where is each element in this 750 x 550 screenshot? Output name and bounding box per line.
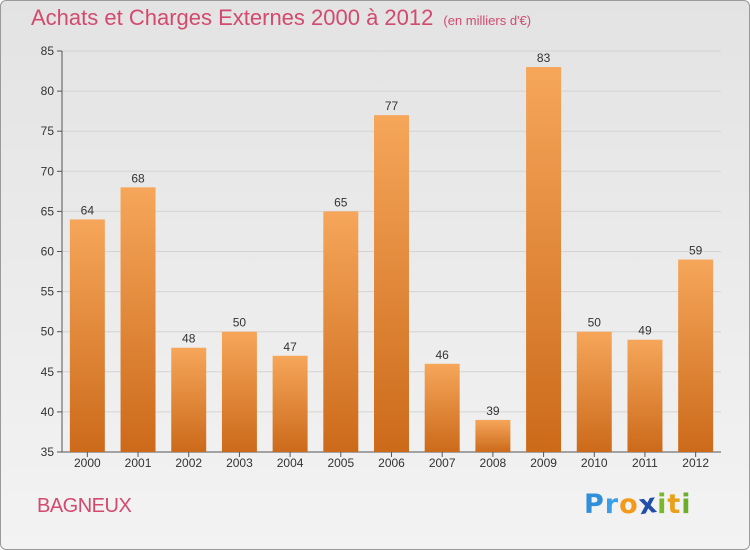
- bar-2010: [576, 331, 612, 452]
- y-tick-label: 85: [41, 44, 55, 58]
- data-label-2002: 48: [182, 332, 196, 346]
- bar-2002: [171, 347, 207, 452]
- y-tick-label: 40: [41, 405, 55, 419]
- data-label-2010: 50: [588, 316, 602, 330]
- x-tick-label-2012: 2012: [682, 456, 709, 470]
- y-tick-label: 35: [41, 445, 55, 459]
- logo-letter: i: [681, 489, 692, 520]
- proxiti-logo: Proxiti: [584, 487, 692, 522]
- y-tick-label: 50: [41, 325, 55, 339]
- bar-2007: [424, 363, 460, 452]
- logo-letter: x: [636, 487, 660, 522]
- y-tick-label: 75: [41, 124, 55, 138]
- y-tick-label: 80: [41, 84, 55, 98]
- logo-letter: o: [619, 489, 639, 520]
- x-tick-label-2000: 2000: [74, 456, 101, 470]
- unit-note: (en milliers d'€): [443, 13, 532, 28]
- x-tick-label-2003: 2003: [226, 456, 253, 470]
- data-label-2007: 46: [436, 348, 450, 362]
- data-label-2012: 59: [689, 244, 703, 258]
- bar-2008: [475, 419, 511, 452]
- bar-2009: [526, 67, 562, 452]
- data-label-2009: 83: [537, 51, 551, 65]
- y-tick-label: 65: [41, 204, 55, 218]
- bar-2001: [120, 187, 156, 452]
- bar-2011: [627, 339, 663, 452]
- x-tick-label-2001: 2001: [125, 456, 152, 470]
- x-tick-label-2005: 2005: [327, 456, 354, 470]
- logo-letter: P: [584, 489, 605, 520]
- data-label-2004: 47: [283, 340, 297, 354]
- bar-2003: [221, 331, 257, 452]
- data-label-2008: 39: [486, 404, 500, 418]
- x-tick-label-2009: 2009: [530, 456, 557, 470]
- bar-2006: [374, 115, 409, 452]
- x-tick-label-2011: 2011: [632, 456, 658, 470]
- bar-2004: [272, 355, 308, 452]
- data-label-2005: 65: [334, 195, 348, 209]
- data-label-2011: 49: [638, 324, 652, 338]
- data-label-2006: 77: [385, 99, 399, 113]
- logo-letter: i: [657, 489, 668, 520]
- y-tick-label: 45: [41, 365, 55, 379]
- logo-letter: t: [667, 489, 682, 520]
- x-tick-label-2007: 2007: [429, 456, 456, 470]
- location-label: BAGNEUX: [37, 495, 132, 517]
- bar-2005: [323, 211, 359, 452]
- x-tick-label-2006: 2006: [378, 456, 405, 470]
- y-tick-label: 60: [41, 245, 55, 259]
- logo-letter: r: [604, 489, 620, 520]
- bar-2000: [69, 219, 105, 452]
- x-tick-label-2002: 2002: [175, 456, 202, 470]
- y-tick-label: 70: [41, 164, 55, 178]
- title-text: Achats et Charges Externes 2000 à 2012: [31, 5, 434, 30]
- x-tick-label-2004: 2004: [277, 456, 304, 470]
- bar-2012: [678, 259, 714, 452]
- data-label-2000: 64: [81, 203, 95, 217]
- data-label-2003: 50: [233, 316, 247, 330]
- x-tick-label-2008: 2008: [480, 456, 507, 470]
- x-tick-label-2010: 2010: [581, 456, 608, 470]
- y-tick-label: 55: [41, 285, 55, 299]
- data-label-2001: 68: [131, 171, 145, 185]
- chart-title: Achats et Charges Externes 2000 à 2012 (e…: [31, 5, 531, 31]
